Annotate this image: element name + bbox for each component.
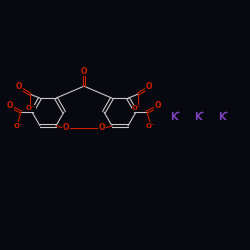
Text: O: O	[7, 100, 13, 110]
Text: O: O	[155, 100, 161, 110]
Text: +: +	[176, 110, 180, 115]
Text: O: O	[63, 123, 69, 132]
Text: O⁻: O⁻	[13, 123, 23, 129]
Text: O: O	[146, 82, 152, 91]
Text: O⁻: O⁻	[26, 105, 36, 111]
Text: K: K	[194, 112, 202, 122]
Text: O⁻: O⁻	[132, 105, 142, 111]
Text: O: O	[81, 67, 87, 76]
Text: O: O	[99, 123, 105, 132]
Text: +: +	[224, 110, 228, 115]
Text: O: O	[16, 82, 22, 91]
Text: O⁻: O⁻	[145, 123, 155, 129]
Text: +: +	[200, 110, 204, 115]
Text: K: K	[218, 112, 226, 122]
Text: K: K	[170, 112, 178, 122]
